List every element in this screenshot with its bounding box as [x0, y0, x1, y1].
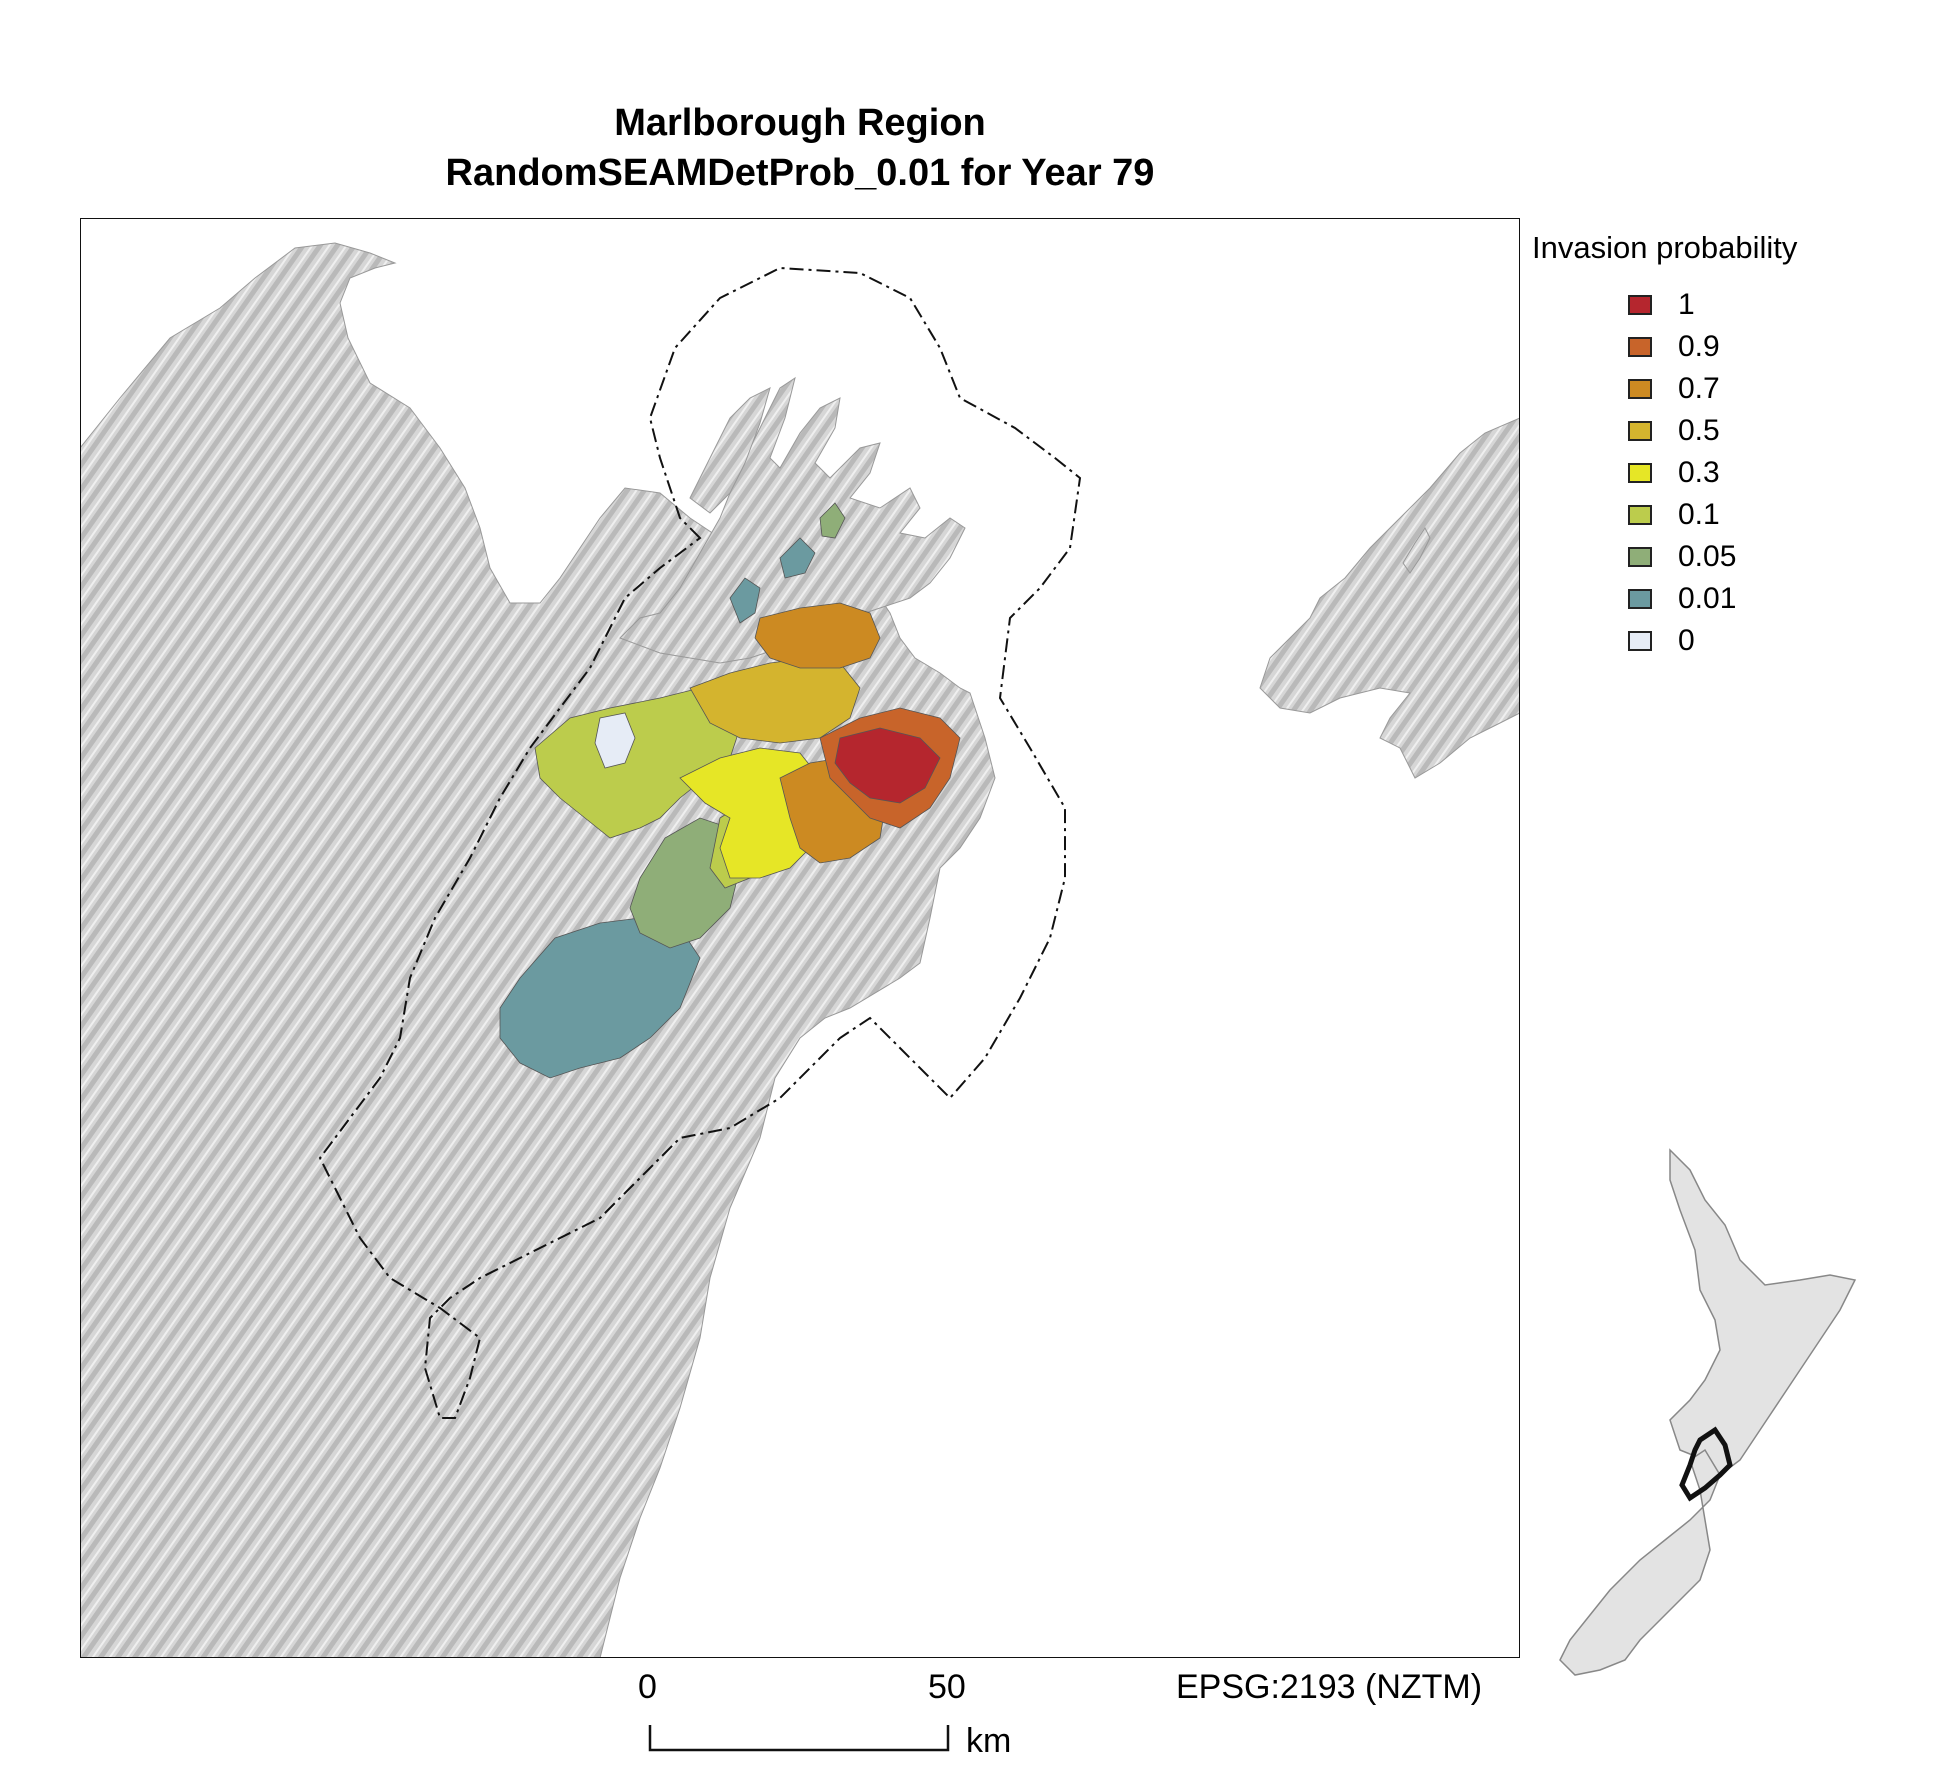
- legend-item: 0.7: [1628, 372, 1720, 406]
- inset-locator-map: [1559, 1148, 1857, 1676]
- legend-swatch: [1628, 337, 1652, 357]
- north-island-landmass: [1259, 417, 1520, 779]
- inset-south-island: [1559, 1448, 1721, 1676]
- legend-swatch: [1628, 631, 1652, 651]
- patch-prob-0-7: [754, 602, 881, 669]
- legend-item: 0.3: [1628, 456, 1720, 490]
- legend-item: 0.9: [1628, 330, 1720, 364]
- invasion-patches: [499, 502, 961, 1079]
- legend-swatch: [1628, 379, 1652, 399]
- patch-prob-0-01-b: [729, 577, 761, 624]
- kapiti-island: [1402, 527, 1431, 574]
- main-map: [80, 218, 1520, 1658]
- legend-label: 0.1: [1678, 498, 1720, 531]
- scale-bar: [648, 1725, 950, 1752]
- legend-label: 0.01: [1678, 582, 1737, 615]
- patch-prob-0-5: [689, 657, 861, 744]
- legend-swatch: [1628, 589, 1652, 609]
- map-subtitle: RandomSEAMDetProb_0.01 for Year 79: [445, 152, 1155, 194]
- legend-swatch: [1628, 295, 1652, 315]
- legend-item: 0.1: [1628, 498, 1720, 532]
- legend-swatch: [1628, 505, 1652, 525]
- legend-label: 1: [1678, 288, 1695, 321]
- marlborough-sounds-island: [689, 387, 771, 514]
- legend-item: 0.01: [1628, 582, 1736, 616]
- legend-item: 1: [1628, 288, 1695, 322]
- scale-bar-end-label: 50: [928, 1668, 966, 1706]
- patch-prob-0-01-c: [779, 537, 816, 579]
- scale-bar-unit: km: [966, 1722, 1012, 1760]
- legend-label: 0.05: [1678, 540, 1737, 573]
- legend-swatch: [1628, 547, 1652, 567]
- inset-marlborough-outline: [1679, 1426, 1733, 1502]
- legend-swatch: [1628, 421, 1652, 441]
- patch-prob-0: [594, 712, 636, 769]
- legend-swatch: [1628, 463, 1652, 483]
- legend-label: 0: [1678, 624, 1695, 657]
- scale-bar-start-label: 0: [638, 1668, 657, 1706]
- legend-label: 0.5: [1678, 414, 1720, 447]
- legend-item: 0.05: [1628, 540, 1736, 574]
- inset-north-island: [1669, 1148, 1857, 1476]
- crs-label: EPSG:2193 (NZTM): [1176, 1668, 1483, 1706]
- legend-item: 0.5: [1628, 414, 1720, 448]
- legend-item: 0: [1628, 624, 1695, 658]
- legend-label: 0.3: [1678, 456, 1720, 489]
- legend-label: 0.9: [1678, 330, 1720, 363]
- patch-prob-0-05-b: [819, 502, 846, 539]
- patch-prob-0-01: [499, 917, 701, 1079]
- legend-title: Invasion probability: [1532, 230, 1798, 265]
- legend-label: 0.7: [1678, 372, 1720, 405]
- map-title: Marlborough Region: [614, 102, 986, 144]
- patch-prob-1: [834, 727, 941, 804]
